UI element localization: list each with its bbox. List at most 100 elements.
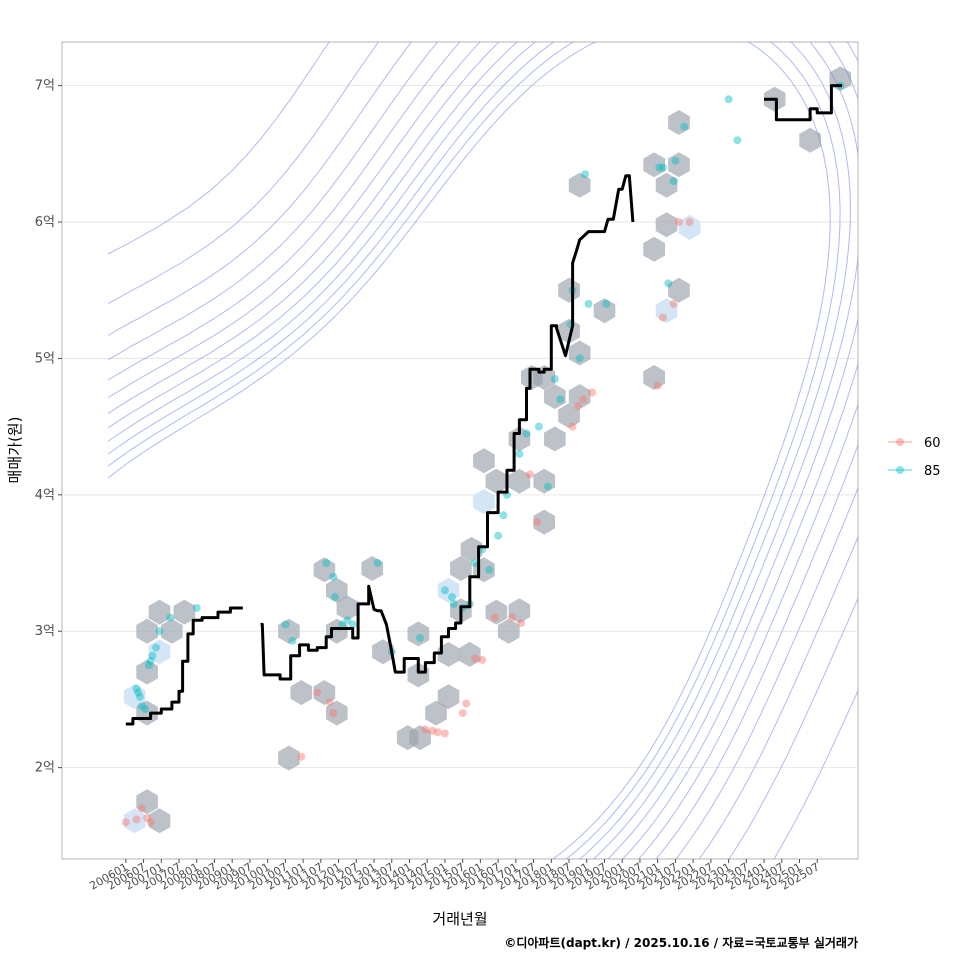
data-point-60 bbox=[526, 470, 534, 479]
hexbin bbox=[437, 684, 460, 710]
hexbin bbox=[485, 468, 508, 494]
y-tick-label: 3억 bbox=[35, 624, 55, 639]
data-point-85 bbox=[543, 482, 552, 491]
hexbin bbox=[593, 298, 616, 324]
legend: 60 85 bbox=[888, 436, 941, 479]
hexbin bbox=[326, 700, 348, 726]
hexbin bbox=[326, 577, 348, 603]
data-point-60 bbox=[121, 818, 130, 827]
data-point-85 bbox=[322, 559, 331, 567]
density-contours bbox=[107, 42, 858, 859]
y-tick-label: 2억 bbox=[35, 761, 55, 776]
data-point-60 bbox=[458, 709, 467, 718]
data-point-85 bbox=[146, 657, 155, 666]
data-point-85 bbox=[449, 599, 458, 608]
hexbin bbox=[148, 639, 171, 665]
y-axis: 2억 3억 4억 5억 6억 7억 bbox=[35, 79, 62, 776]
hexbin bbox=[655, 172, 678, 198]
x-axis-title: 거래년월 bbox=[432, 910, 487, 928]
data-point-60 bbox=[478, 655, 487, 664]
hexbin bbox=[123, 684, 146, 710]
data-point-60 bbox=[659, 313, 667, 322]
hexbin bbox=[558, 277, 580, 303]
data-point-60 bbox=[573, 402, 582, 411]
x-axis: 2006012006072007012007072008012008072009… bbox=[87, 859, 822, 893]
data-point-60 bbox=[462, 699, 471, 708]
data-point-60 bbox=[143, 814, 152, 823]
data-point-60 bbox=[533, 518, 542, 527]
data-point-85 bbox=[448, 593, 456, 602]
median-line-segment bbox=[125, 606, 243, 726]
data-point-60 bbox=[132, 815, 141, 824]
hexbin bbox=[568, 340, 591, 366]
data-point-85 bbox=[733, 136, 742, 145]
hexbin bbox=[278, 618, 300, 644]
data-point-85 bbox=[499, 511, 508, 520]
density-contour bbox=[107, 42, 858, 859]
hexbin bbox=[458, 641, 481, 667]
hexbin bbox=[558, 403, 580, 429]
data-point-85 bbox=[602, 299, 611, 308]
data-point-85 bbox=[373, 559, 382, 567]
hexbin bbox=[460, 536, 483, 562]
data-point-85 bbox=[148, 651, 157, 660]
density-contour bbox=[107, 42, 858, 859]
y-tick-label: 4억 bbox=[35, 488, 55, 503]
y-tick-label: 7억 bbox=[35, 79, 55, 94]
data-point-60 bbox=[669, 299, 678, 308]
data-point-60 bbox=[325, 698, 334, 707]
density-contour bbox=[107, 42, 858, 859]
hexbin bbox=[173, 599, 196, 625]
hexbin bbox=[508, 598, 531, 624]
y-tick-label: 5억 bbox=[35, 351, 55, 366]
hexbin-layer bbox=[123, 66, 852, 834]
hexbin bbox=[799, 127, 821, 153]
data-point-85 bbox=[515, 449, 524, 458]
data-point-85 bbox=[584, 299, 593, 308]
data-point-85 bbox=[671, 156, 680, 165]
median-line-segment bbox=[764, 84, 842, 122]
density-contour bbox=[107, 42, 851, 859]
hexbin bbox=[497, 618, 520, 644]
hexbin bbox=[407, 662, 430, 688]
data-point-60 bbox=[329, 709, 338, 718]
hexbin bbox=[136, 789, 158, 815]
data-point-85 bbox=[575, 354, 584, 363]
density-contour bbox=[107, 42, 858, 859]
density-contour bbox=[107, 42, 841, 859]
hexbin bbox=[313, 557, 336, 583]
data-point-60 bbox=[579, 395, 588, 404]
data-point-60 bbox=[471, 654, 480, 663]
hexbin bbox=[568, 384, 591, 410]
hexbin bbox=[290, 680, 313, 706]
data-point-85 bbox=[724, 95, 733, 104]
hexbin bbox=[643, 236, 665, 262]
hexbin bbox=[136, 618, 158, 644]
median-price-line bbox=[125, 84, 842, 726]
data-point-85 bbox=[155, 627, 164, 636]
data-point-85 bbox=[534, 422, 543, 431]
data-point-85 bbox=[581, 170, 589, 179]
y-axis-title: 매매가(원) bbox=[6, 417, 24, 484]
hexbin bbox=[668, 277, 690, 303]
data-point-85 bbox=[141, 705, 150, 713]
density-contour bbox=[107, 42, 831, 859]
hexbin bbox=[372, 639, 394, 665]
legend-key-point bbox=[896, 466, 904, 474]
data-point-60 bbox=[588, 388, 597, 397]
data-point-60 bbox=[137, 804, 146, 813]
data-point-60 bbox=[653, 381, 662, 390]
hexbin bbox=[558, 318, 580, 344]
hexbin bbox=[437, 641, 460, 667]
data-point-85 bbox=[329, 572, 338, 581]
data-point-60 bbox=[517, 619, 526, 627]
data-point-85 bbox=[132, 684, 141, 693]
hexbin bbox=[450, 556, 472, 581]
data-point-85 bbox=[137, 702, 146, 711]
data-point-85 bbox=[338, 620, 347, 629]
hexbin bbox=[485, 599, 508, 625]
data-point-85 bbox=[166, 613, 175, 622]
hexbin bbox=[544, 384, 566, 410]
data-point-85 bbox=[669, 177, 678, 186]
hexbin bbox=[425, 700, 447, 726]
